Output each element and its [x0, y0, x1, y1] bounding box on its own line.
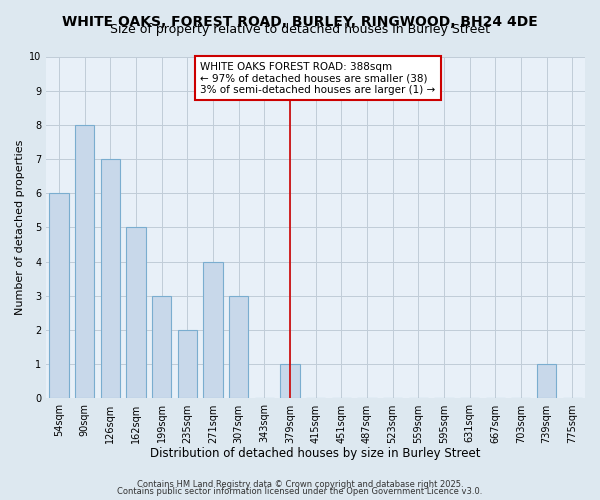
Bar — [127, 228, 146, 398]
Bar — [101, 159, 120, 398]
Bar — [537, 364, 556, 398]
Text: Contains HM Land Registry data © Crown copyright and database right 2025.: Contains HM Land Registry data © Crown c… — [137, 480, 463, 489]
Bar — [152, 296, 172, 398]
Bar — [178, 330, 197, 398]
Text: Contains public sector information licensed under the Open Government Licence v3: Contains public sector information licen… — [118, 487, 482, 496]
Bar — [49, 194, 69, 398]
Text: WHITE OAKS, FOREST ROAD, BURLEY, RINGWOOD, BH24 4DE: WHITE OAKS, FOREST ROAD, BURLEY, RINGWOO… — [62, 15, 538, 29]
Text: Size of property relative to detached houses in Burley Street: Size of property relative to detached ho… — [110, 22, 490, 36]
Bar — [280, 364, 299, 398]
Text: WHITE OAKS FOREST ROAD: 388sqm
← 97% of detached houses are smaller (38)
3% of s: WHITE OAKS FOREST ROAD: 388sqm ← 97% of … — [200, 62, 436, 95]
Bar — [75, 125, 94, 398]
Y-axis label: Number of detached properties: Number of detached properties — [15, 140, 25, 315]
Bar — [229, 296, 248, 398]
Bar — [203, 262, 223, 398]
X-axis label: Distribution of detached houses by size in Burley Street: Distribution of detached houses by size … — [151, 447, 481, 460]
